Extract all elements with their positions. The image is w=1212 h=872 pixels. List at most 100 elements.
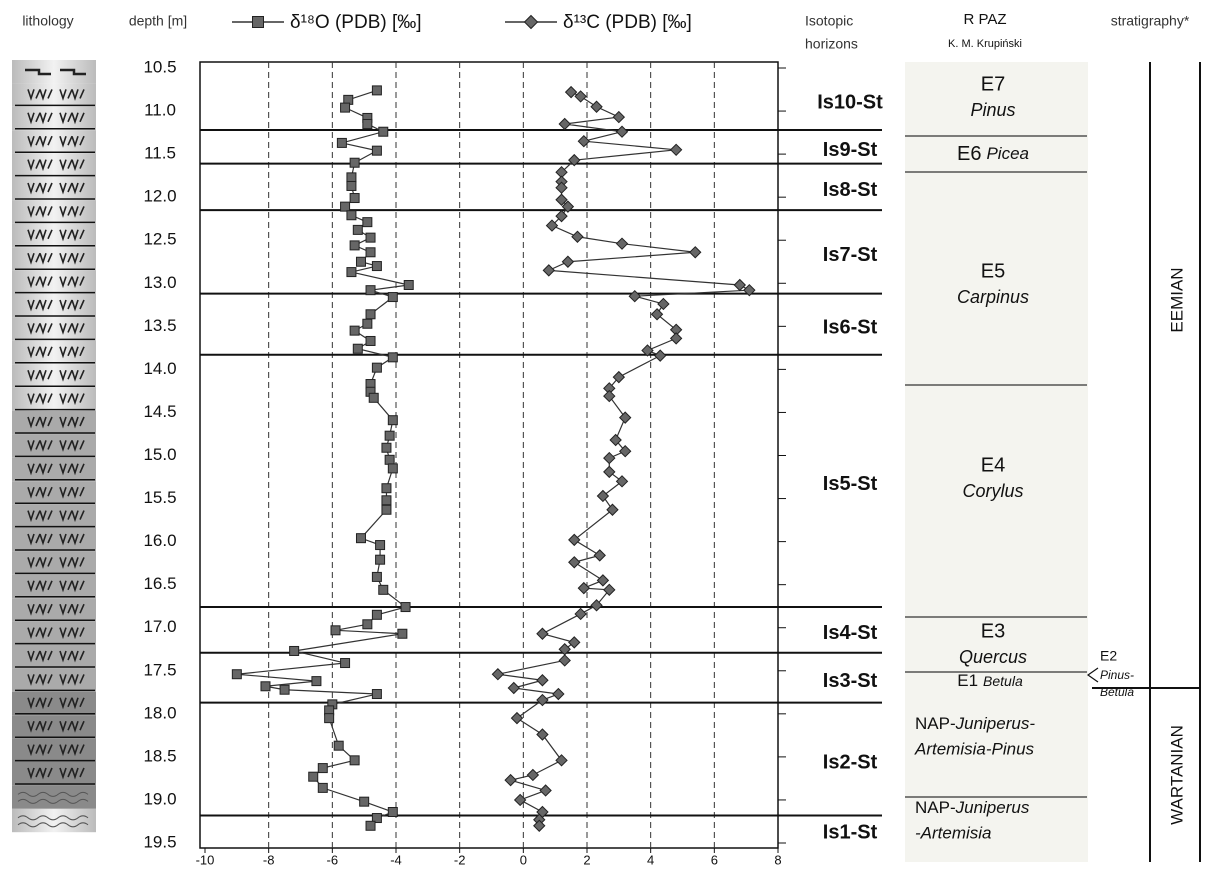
- lithology-tile: [12, 177, 96, 200]
- paz-taxon: Quercus: [959, 647, 1027, 667]
- marker: [360, 797, 369, 806]
- paz-taxon: Betula: [1100, 685, 1134, 699]
- paz-taxon: Juniperus-: [955, 714, 1036, 733]
- x-tick-label: 8: [774, 852, 781, 867]
- lithology-tile: [12, 668, 96, 691]
- paz-code: E3: [981, 620, 1005, 642]
- marker: [594, 550, 605, 561]
- lithology-tile: [12, 505, 96, 528]
- marker: [559, 655, 570, 666]
- marker: [578, 583, 589, 594]
- series-line: [498, 92, 749, 826]
- marker: [562, 256, 573, 267]
- stratigraphy-header: stratigraphy*: [1111, 13, 1190, 29]
- marker: [347, 211, 356, 220]
- marker: [537, 628, 548, 639]
- marker: [366, 336, 375, 345]
- bracket: [1088, 668, 1098, 682]
- marker: [325, 714, 334, 723]
- marker: [350, 756, 359, 765]
- marker: [382, 443, 391, 452]
- marker: [372, 610, 381, 619]
- marker: [379, 127, 388, 136]
- marker: [334, 741, 343, 750]
- marker: [537, 675, 548, 686]
- y-tick-label: 18.5: [143, 746, 176, 765]
- x-tick-label: 2: [583, 852, 590, 867]
- lithology-tile: [12, 341, 96, 364]
- marker: [366, 821, 375, 830]
- marker: [591, 101, 602, 112]
- lithology-tile: [12, 60, 96, 83]
- y-tick-label: 17.0: [143, 617, 176, 636]
- y-tick-label: 14.0: [143, 359, 176, 378]
- marker: [350, 241, 359, 250]
- marker: [658, 298, 669, 309]
- lithology-tile: [12, 785, 96, 808]
- marker: [569, 534, 580, 545]
- marker: [366, 286, 375, 295]
- x-tick-label: 0: [520, 852, 527, 867]
- x-tick-label: -8: [263, 852, 275, 867]
- marker: [376, 555, 385, 564]
- marker: [569, 637, 580, 648]
- marker: [372, 572, 381, 581]
- marker: [309, 772, 318, 781]
- horizons-header: horizons: [805, 36, 858, 52]
- marker: [382, 496, 391, 505]
- marker: [388, 353, 397, 362]
- marker: [341, 202, 350, 211]
- horizons-header: Isotopic: [805, 13, 853, 29]
- paz-code: NAP-: [915, 714, 956, 733]
- marker: [607, 504, 618, 515]
- marker: [604, 391, 615, 402]
- y-tick-label: 14.5: [143, 402, 176, 421]
- marker: [527, 769, 538, 780]
- y-tick-label: 19.0: [143, 789, 176, 808]
- marker: [347, 268, 356, 277]
- x-tick-label: 4: [647, 852, 654, 867]
- lithology-tile: [12, 715, 96, 738]
- marker: [363, 218, 372, 227]
- marker: [671, 144, 682, 155]
- lithology-tile: [12, 271, 96, 294]
- marker: [372, 363, 381, 372]
- y-tick-label: 11.5: [144, 144, 176, 163]
- marker: [559, 118, 570, 129]
- paz-code: E1: [957, 671, 978, 690]
- y-tick-label: 16.0: [143, 531, 176, 550]
- lithology-tile: [12, 809, 96, 832]
- lithology-tile: [12, 364, 96, 387]
- marker: [734, 280, 745, 291]
- lithology-tile: [12, 739, 96, 762]
- lithology-tile: [12, 575, 96, 598]
- marker: [515, 794, 526, 805]
- lithology-tile: [12, 692, 96, 715]
- marker: [617, 476, 628, 487]
- y-tick-label: 19.5: [143, 832, 176, 851]
- paz-code: E2: [1100, 648, 1117, 664]
- marker: [655, 350, 666, 361]
- marker: [388, 293, 397, 302]
- y-tick-label: 11.0: [144, 101, 176, 120]
- y-tick-label: 13.0: [143, 273, 176, 292]
- lithology-tile: [12, 434, 96, 457]
- horizon-label: Is6-St: [823, 316, 878, 338]
- y-tick-label: 10.5: [143, 57, 176, 76]
- y-tick-label: 13.5: [143, 316, 176, 335]
- marker: [604, 466, 615, 477]
- marker: [553, 689, 564, 700]
- marker: [629, 291, 640, 302]
- lithology-tile: [12, 411, 96, 434]
- marker: [575, 608, 586, 619]
- marker: [341, 103, 350, 112]
- lithology-tile: [12, 528, 96, 551]
- paz-code: E5: [981, 260, 1005, 282]
- marker: [318, 764, 327, 773]
- y-axis-label: depth [m]: [129, 13, 187, 29]
- lithology-tile: [12, 388, 96, 411]
- marker: [556, 755, 567, 766]
- marker: [388, 416, 397, 425]
- marker: [572, 231, 583, 242]
- paz-taxon: Pinus: [970, 100, 1015, 120]
